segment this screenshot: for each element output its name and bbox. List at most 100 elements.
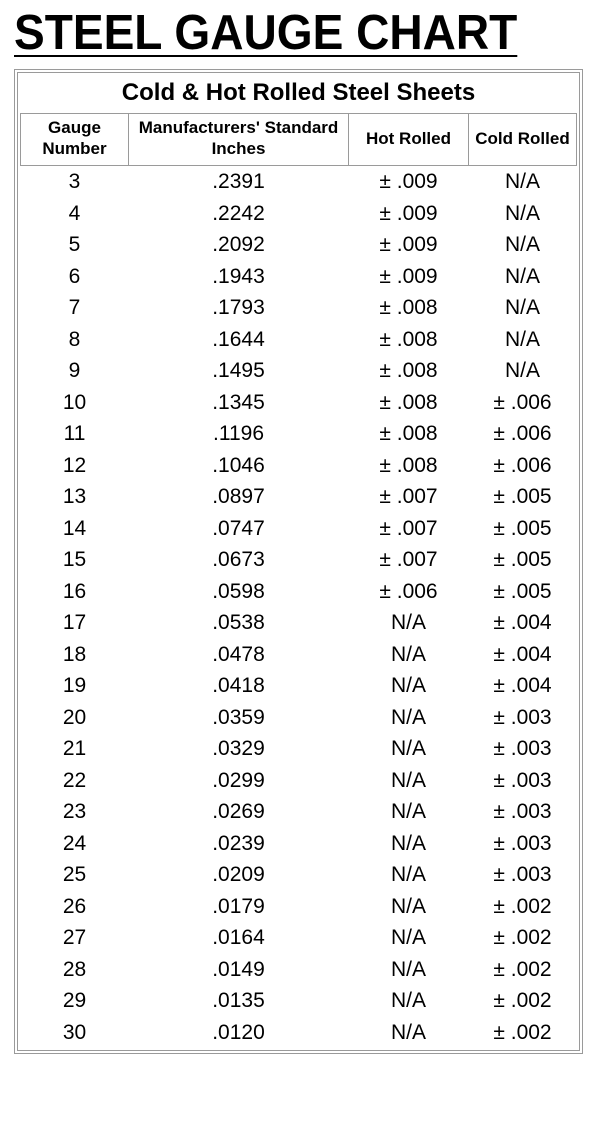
col-header-hot-label: Hot Rolled bbox=[366, 129, 451, 148]
table-row: 6.1943± .009N/A bbox=[21, 261, 577, 293]
cell-gauge: 23 bbox=[21, 796, 129, 828]
cell-hot: ± .008 bbox=[349, 418, 469, 450]
cell-std: .0120 bbox=[129, 1017, 349, 1049]
cell-gauge: 18 bbox=[21, 639, 129, 671]
cell-cold: ± .003 bbox=[469, 702, 577, 734]
cell-std: .1196 bbox=[129, 418, 349, 450]
cell-gauge: 16 bbox=[21, 576, 129, 608]
cell-cold: ± .005 bbox=[469, 513, 577, 545]
cell-std: .0747 bbox=[129, 513, 349, 545]
cell-std: .1495 bbox=[129, 355, 349, 387]
cell-gauge: 30 bbox=[21, 1017, 129, 1049]
cell-gauge: 22 bbox=[21, 765, 129, 797]
cell-hot: ± .008 bbox=[349, 355, 469, 387]
table-row: 9.1495± .008N/A bbox=[21, 355, 577, 387]
cell-hot: ± .009 bbox=[349, 166, 469, 198]
table-row: 10.1345± .008± .006 bbox=[21, 387, 577, 419]
col-header-cold: Cold Rolled bbox=[469, 114, 577, 166]
cell-cold: N/A bbox=[469, 292, 577, 324]
cell-gauge: 26 bbox=[21, 891, 129, 923]
cell-gauge: 20 bbox=[21, 702, 129, 734]
cell-std: .0673 bbox=[129, 544, 349, 576]
cell-std: .0299 bbox=[129, 765, 349, 797]
cell-gauge: 24 bbox=[21, 828, 129, 860]
table-subtitle: Cold & Hot Rolled Steel Sheets bbox=[20, 75, 577, 113]
cell-cold: ± .006 bbox=[469, 450, 577, 482]
cell-hot: ± .009 bbox=[349, 229, 469, 261]
cell-std: .0164 bbox=[129, 922, 349, 954]
cell-cold: ± .003 bbox=[469, 733, 577, 765]
cell-gauge: 17 bbox=[21, 607, 129, 639]
cell-cold: N/A bbox=[469, 198, 577, 230]
table-row: 26.0179N/A± .002 bbox=[21, 891, 577, 923]
cell-std: .0149 bbox=[129, 954, 349, 986]
cell-std: .1345 bbox=[129, 387, 349, 419]
cell-std: .0239 bbox=[129, 828, 349, 860]
cell-hot: N/A bbox=[349, 639, 469, 671]
cell-gauge: 21 bbox=[21, 733, 129, 765]
cell-hot: N/A bbox=[349, 985, 469, 1017]
cell-std: .0359 bbox=[129, 702, 349, 734]
cell-cold: N/A bbox=[469, 355, 577, 387]
cell-cold: ± .002 bbox=[469, 1017, 577, 1049]
cell-gauge: 10 bbox=[21, 387, 129, 419]
cell-cold: N/A bbox=[469, 324, 577, 356]
cell-hot: ± .009 bbox=[349, 261, 469, 293]
table-row: 7.1793± .008N/A bbox=[21, 292, 577, 324]
table-row: 14.0747± .007± .005 bbox=[21, 513, 577, 545]
cell-hot: N/A bbox=[349, 891, 469, 923]
col-header-cold-label: Cold Rolled bbox=[475, 129, 569, 148]
cell-std: .0418 bbox=[129, 670, 349, 702]
cell-hot: N/A bbox=[349, 828, 469, 860]
cell-std: .2242 bbox=[129, 198, 349, 230]
cell-hot: ± .009 bbox=[349, 198, 469, 230]
cell-hot: N/A bbox=[349, 954, 469, 986]
cell-gauge: 7 bbox=[21, 292, 129, 324]
cell-hot: ± .008 bbox=[349, 324, 469, 356]
cell-gauge: 4 bbox=[21, 198, 129, 230]
cell-hot: ± .007 bbox=[349, 513, 469, 545]
cell-gauge: 11 bbox=[21, 418, 129, 450]
cell-hot: N/A bbox=[349, 765, 469, 797]
cell-std: .2092 bbox=[129, 229, 349, 261]
cell-std: .0897 bbox=[129, 481, 349, 513]
cell-hot: N/A bbox=[349, 670, 469, 702]
col-header-hot: Hot Rolled bbox=[349, 114, 469, 166]
cell-gauge: 15 bbox=[21, 544, 129, 576]
cell-std: .1644 bbox=[129, 324, 349, 356]
table-row: 12.1046± .008± .006 bbox=[21, 450, 577, 482]
col-header-std-label: Manufacturers' Standard Inches bbox=[139, 118, 339, 157]
table-row: 21.0329N/A± .003 bbox=[21, 733, 577, 765]
table-row: 24.0239N/A± .003 bbox=[21, 828, 577, 860]
table-row: 20.0359N/A± .003 bbox=[21, 702, 577, 734]
cell-std: .1793 bbox=[129, 292, 349, 324]
gauge-table-outer: Cold & Hot Rolled Steel Sheets Gauge Num… bbox=[14, 69, 583, 1054]
cell-cold: ± .004 bbox=[469, 607, 577, 639]
cell-std: .0329 bbox=[129, 733, 349, 765]
cell-cold: ± .005 bbox=[469, 481, 577, 513]
cell-cold: ± .002 bbox=[469, 954, 577, 986]
table-row: 18.0478N/A± .004 bbox=[21, 639, 577, 671]
table-row: 4.2242± .009N/A bbox=[21, 198, 577, 230]
cell-cold: ± .003 bbox=[469, 828, 577, 860]
table-row: 23.0269N/A± .003 bbox=[21, 796, 577, 828]
cell-gauge: 6 bbox=[21, 261, 129, 293]
cell-hot: ± .007 bbox=[349, 481, 469, 513]
cell-gauge: 19 bbox=[21, 670, 129, 702]
table-row: 17.0538N/A± .004 bbox=[21, 607, 577, 639]
table-row: 22.0299N/A± .003 bbox=[21, 765, 577, 797]
cell-gauge: 28 bbox=[21, 954, 129, 986]
table-header-row: Gauge Number Manufacturers' Standard Inc… bbox=[21, 114, 577, 166]
cell-gauge: 13 bbox=[21, 481, 129, 513]
table-row: 16.0598± .006± .005 bbox=[21, 576, 577, 608]
page-title: STEEL GAUGE CHART bbox=[14, 8, 541, 59]
cell-hot: N/A bbox=[349, 607, 469, 639]
cell-std: .0538 bbox=[129, 607, 349, 639]
table-row: 3.2391± .009N/A bbox=[21, 166, 577, 198]
cell-hot: ± .006 bbox=[349, 576, 469, 608]
cell-cold: ± .002 bbox=[469, 922, 577, 954]
table-row: 11.1196± .008± .006 bbox=[21, 418, 577, 450]
cell-hot: N/A bbox=[349, 859, 469, 891]
table-row: 19.0418N/A± .004 bbox=[21, 670, 577, 702]
table-row: 5.2092± .009N/A bbox=[21, 229, 577, 261]
